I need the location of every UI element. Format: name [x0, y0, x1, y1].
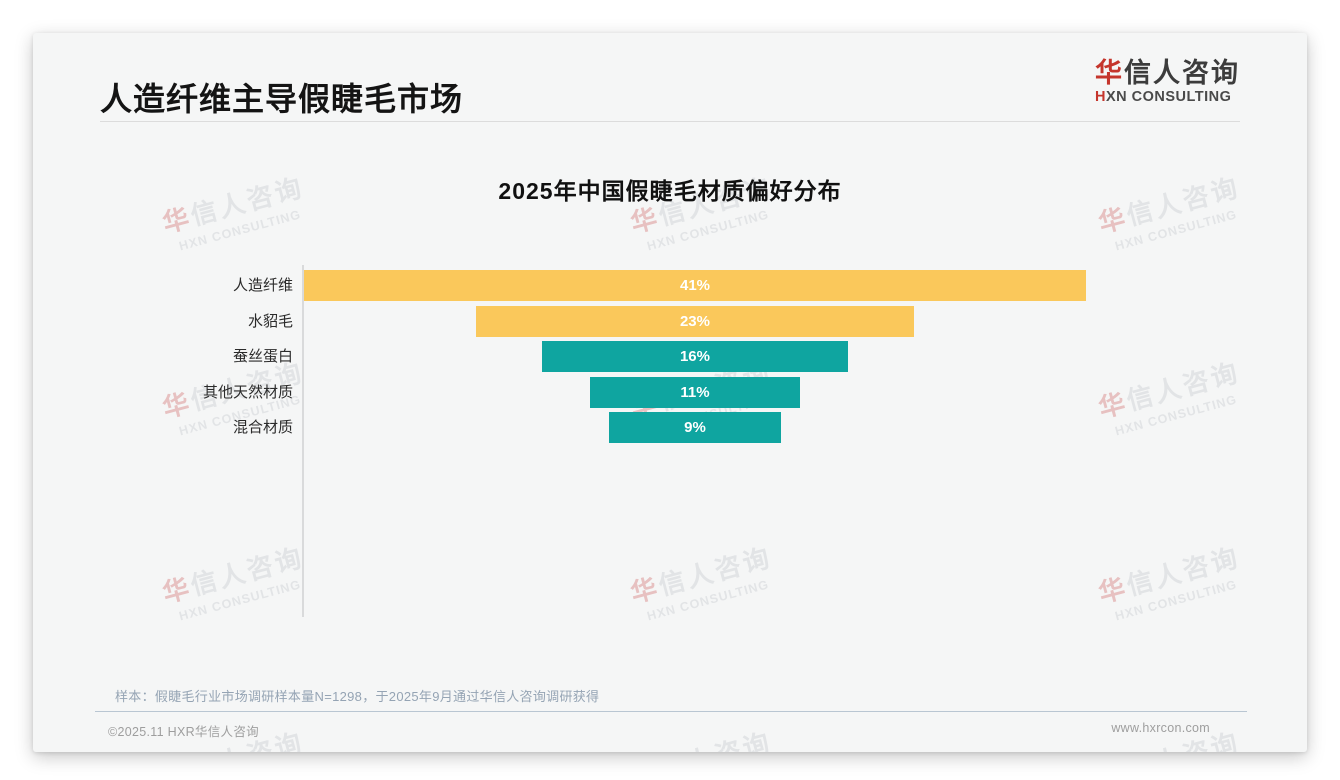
category-label: 人造纤维	[232, 277, 293, 294]
category-label: 蚕丝蛋白	[232, 348, 293, 365]
bar-value-label: 23%	[679, 312, 710, 330]
bar-value-label: 11%	[680, 383, 710, 401]
chart-y-axis-line	[302, 265, 304, 617]
bar-value-label: 9%	[684, 419, 706, 436]
bar-segment: 9%	[609, 412, 781, 443]
footer-divider	[95, 711, 1247, 712]
bar-segment: 16%	[542, 341, 848, 372]
logo-chinese-name: 华信人咨询	[1095, 58, 1240, 88]
category-label: 水貂毛	[247, 312, 293, 330]
company-logo: 华信人咨询 HXN CONSULTING	[1095, 58, 1240, 106]
bar-segment: 23%	[475, 305, 915, 337]
page-title: 人造纤维主导假睫毛市场	[100, 81, 464, 117]
copyright-text: ©2025.11 HXR华信人咨询	[108, 725, 259, 739]
bar-value-label: 16%	[679, 348, 710, 365]
bar-segment: 11%	[590, 376, 800, 408]
sample-note: 样本：假睫毛行业市场调研样本量N=1298，于2025年9月通过华信人咨询调研获…	[115, 689, 600, 704]
chart-title: 2025年中国假睫毛材质偏好分布	[498, 178, 842, 204]
category-label: 混合材质	[232, 419, 293, 436]
category-label: 其他天然材质	[202, 383, 293, 401]
logo-english-name: HXN CONSULTING	[1095, 88, 1232, 105]
website-text: www.hxrcon.com	[1111, 721, 1210, 735]
report-slide-card: 华信人咨询 HXN CONSULTING 华信人咨询 HXN CONSULTING 华信…	[33, 33, 1307, 752]
bar-segment: 41%	[304, 270, 1086, 301]
header-divider	[100, 121, 1240, 122]
bar-value-label: 41%	[679, 277, 711, 294]
